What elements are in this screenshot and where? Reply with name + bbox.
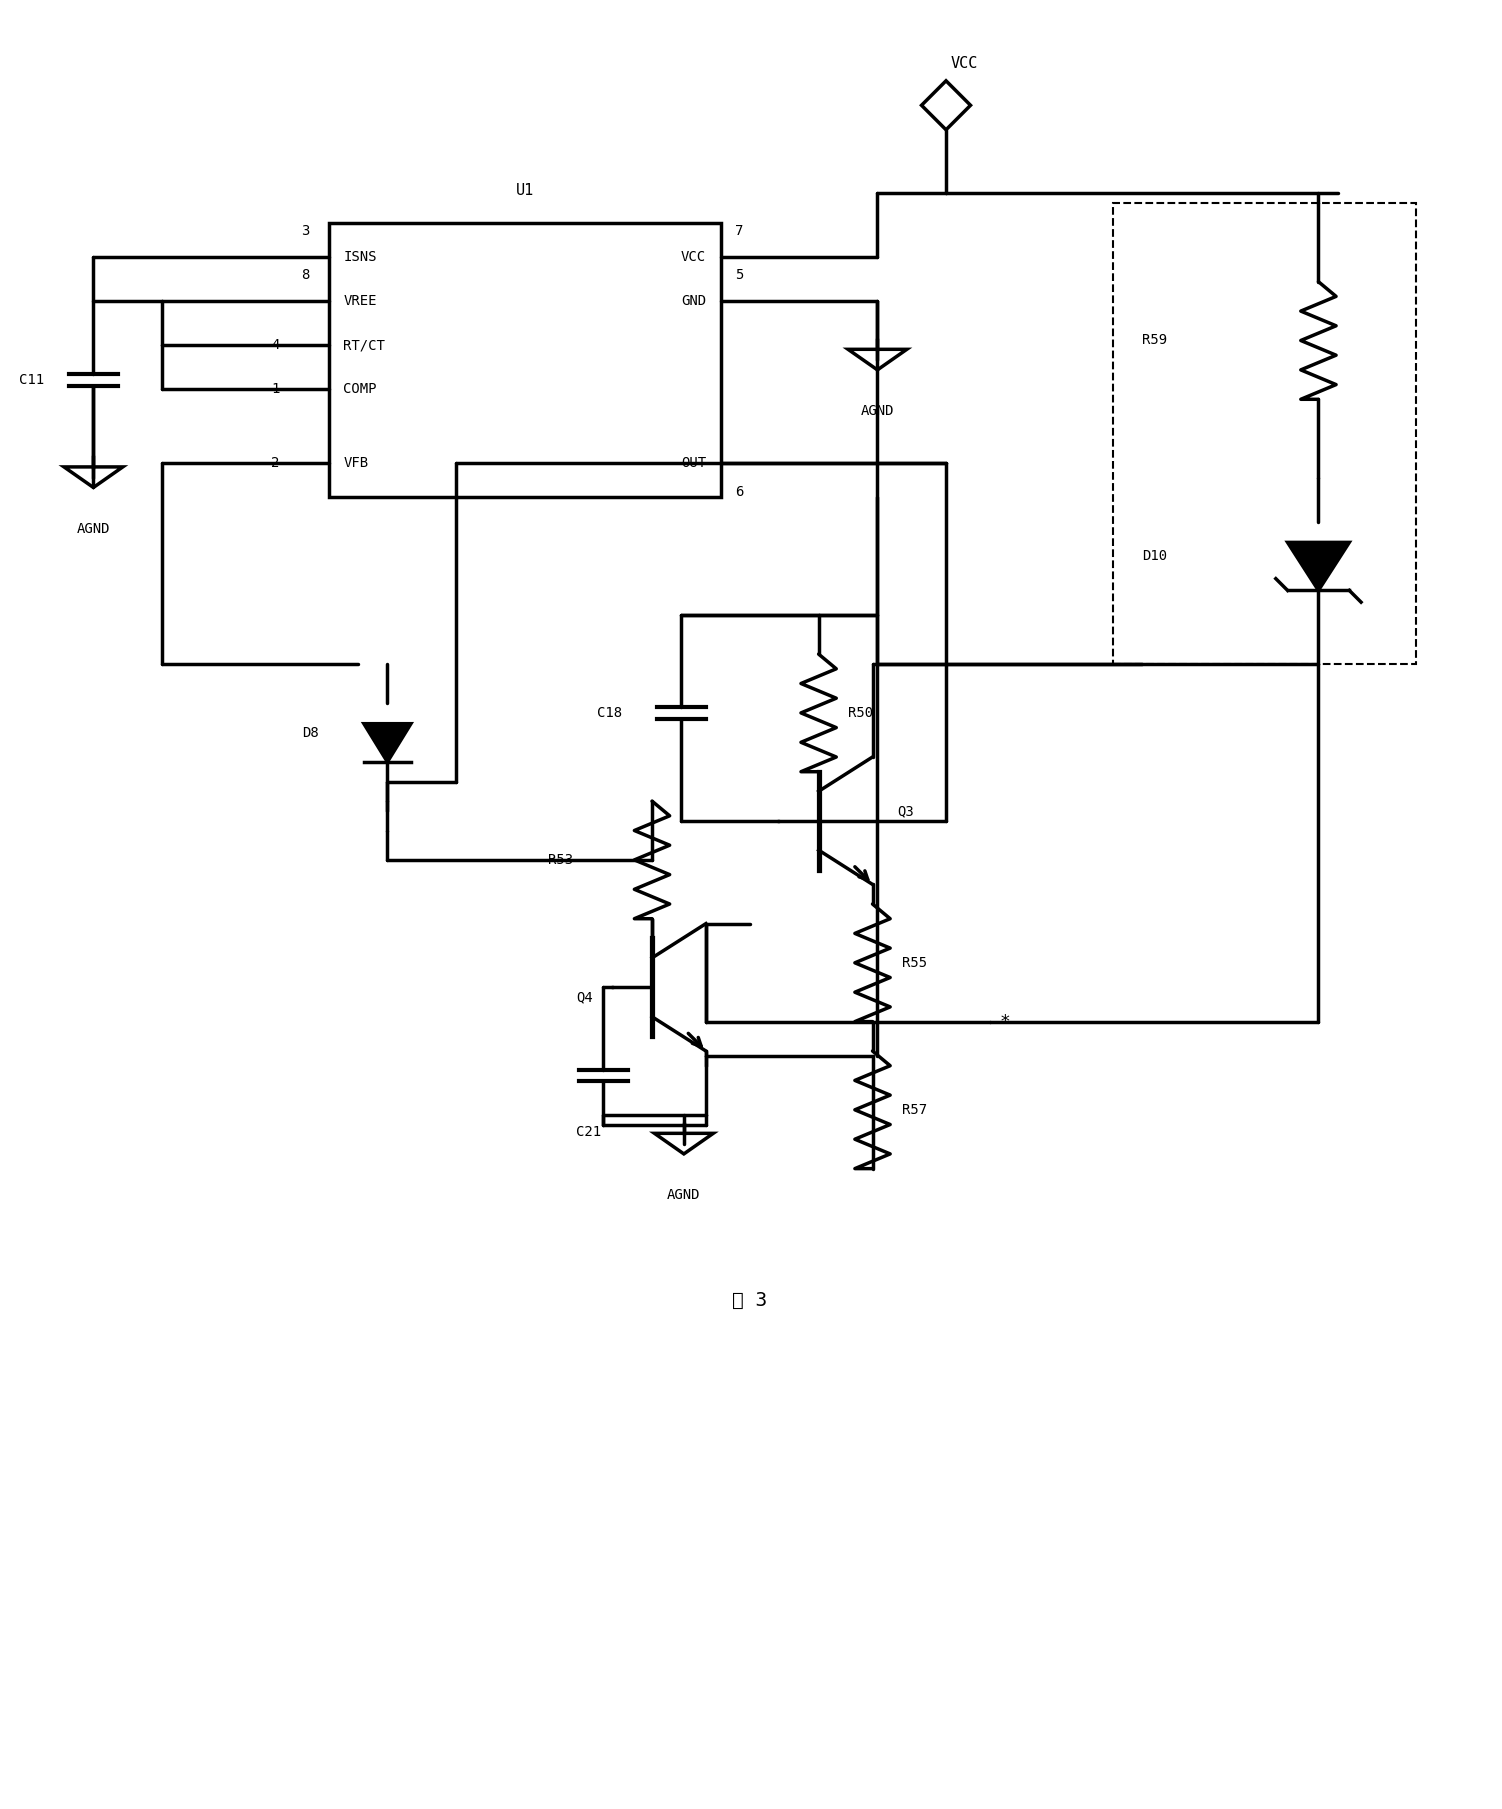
- Text: AGND: AGND: [77, 521, 110, 535]
- Text: 4: 4: [272, 338, 279, 353]
- Text: 5: 5: [736, 268, 743, 282]
- Text: R55: R55: [901, 955, 927, 970]
- Text: AGND: AGND: [667, 1189, 700, 1203]
- Text: 2: 2: [272, 456, 279, 470]
- Bar: [1113, 203, 1416, 664]
- Polygon shape: [1287, 543, 1349, 590]
- Text: C18: C18: [598, 706, 623, 720]
- Text: RT/CT: RT/CT: [344, 338, 385, 353]
- Text: 6: 6: [736, 485, 743, 499]
- Text: Q4: Q4: [577, 990, 593, 1004]
- Text: Q3: Q3: [897, 803, 913, 818]
- Text: 8: 8: [300, 268, 309, 282]
- Text: 1: 1: [272, 382, 279, 396]
- Text: R59: R59: [1142, 333, 1167, 347]
- Text: R57: R57: [901, 1103, 927, 1116]
- Text: ISNS: ISNS: [344, 250, 377, 264]
- Bar: [329, 223, 721, 497]
- Text: 图 3: 图 3: [733, 1292, 768, 1310]
- Text: R53: R53: [548, 852, 574, 867]
- Text: 3: 3: [300, 224, 309, 237]
- Text: C11: C11: [20, 373, 45, 387]
- Text: C21: C21: [575, 1125, 601, 1138]
- Text: D10: D10: [1142, 550, 1167, 563]
- Text: VREE: VREE: [344, 295, 377, 308]
- Text: VCC: VCC: [680, 250, 706, 264]
- Text: COMP: COMP: [344, 382, 377, 396]
- Text: *: *: [1000, 1013, 1011, 1031]
- Text: U1: U1: [515, 183, 533, 199]
- Text: 7: 7: [736, 224, 743, 237]
- Text: AGND: AGND: [861, 403, 894, 418]
- Text: GND: GND: [680, 295, 706, 308]
- Polygon shape: [363, 724, 412, 762]
- Text: VCC: VCC: [951, 56, 978, 71]
- Text: VFB: VFB: [344, 456, 368, 470]
- Text: R50: R50: [849, 706, 873, 720]
- Text: D8: D8: [302, 725, 318, 740]
- Text: OUT: OUT: [680, 456, 706, 470]
